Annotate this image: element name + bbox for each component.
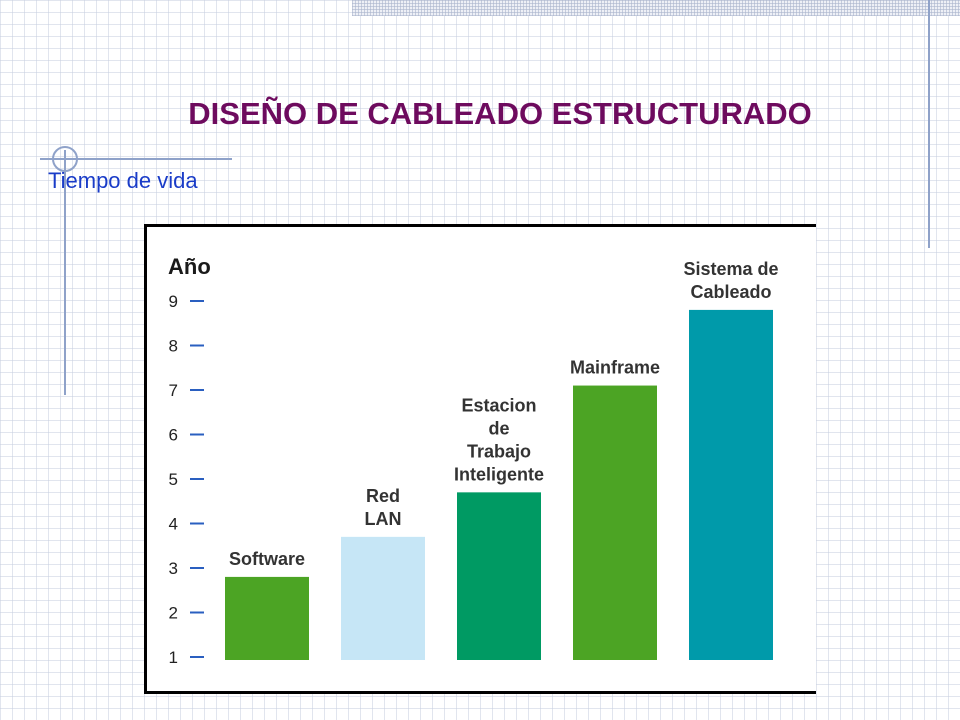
bar xyxy=(341,536,425,660)
bar-category-label: LAN xyxy=(365,509,402,529)
decorative-line-left xyxy=(64,150,66,395)
bar-category-label: Estacion xyxy=(461,395,536,415)
slide-title: DISEÑO DE CABLEADO ESTRUCTURADO xyxy=(188,96,812,131)
y-tick-label: 2 xyxy=(169,604,178,623)
y-tick-label: 6 xyxy=(169,426,178,445)
decorative-circle xyxy=(52,146,78,172)
decorative-line-horizontal xyxy=(40,158,232,160)
bar-category-label: Cableado xyxy=(690,282,771,302)
y-tick-label: 1 xyxy=(169,648,178,667)
bar-chart: Año 1 2 3 4 5 6 7 8 9 Software Red LAN Estacion de Trab… xyxy=(147,227,816,691)
bar-category-label: de xyxy=(488,418,509,438)
bar-category-label: Sistema de xyxy=(683,259,778,279)
bar-category-label: Red xyxy=(366,486,400,506)
bar-category-label: Mainframe xyxy=(570,358,660,378)
y-tick-label: 4 xyxy=(169,515,178,534)
bar xyxy=(573,385,657,660)
bar-category-label: Trabajo xyxy=(467,441,531,461)
bar-category-label: Software xyxy=(229,549,305,569)
bar xyxy=(225,576,309,660)
bar xyxy=(457,492,541,660)
bar-category-label: Inteligente xyxy=(454,464,544,484)
y-axis-label: Año xyxy=(168,254,211,279)
decorative-line-right xyxy=(928,0,930,248)
y-tick-label: 3 xyxy=(169,559,178,578)
y-tick-label: 9 xyxy=(169,292,178,311)
header-pattern-band xyxy=(352,0,960,16)
slide-subtitle: Tiempo de vida xyxy=(48,168,198,193)
chart-panel: Año 1 2 3 4 5 6 7 8 9 Software Red LAN Estacion de Trab… xyxy=(144,224,816,694)
y-tick-label: 8 xyxy=(169,337,178,356)
y-tick-label: 7 xyxy=(169,381,178,400)
bar xyxy=(689,309,773,660)
y-tick-label: 5 xyxy=(169,470,178,489)
